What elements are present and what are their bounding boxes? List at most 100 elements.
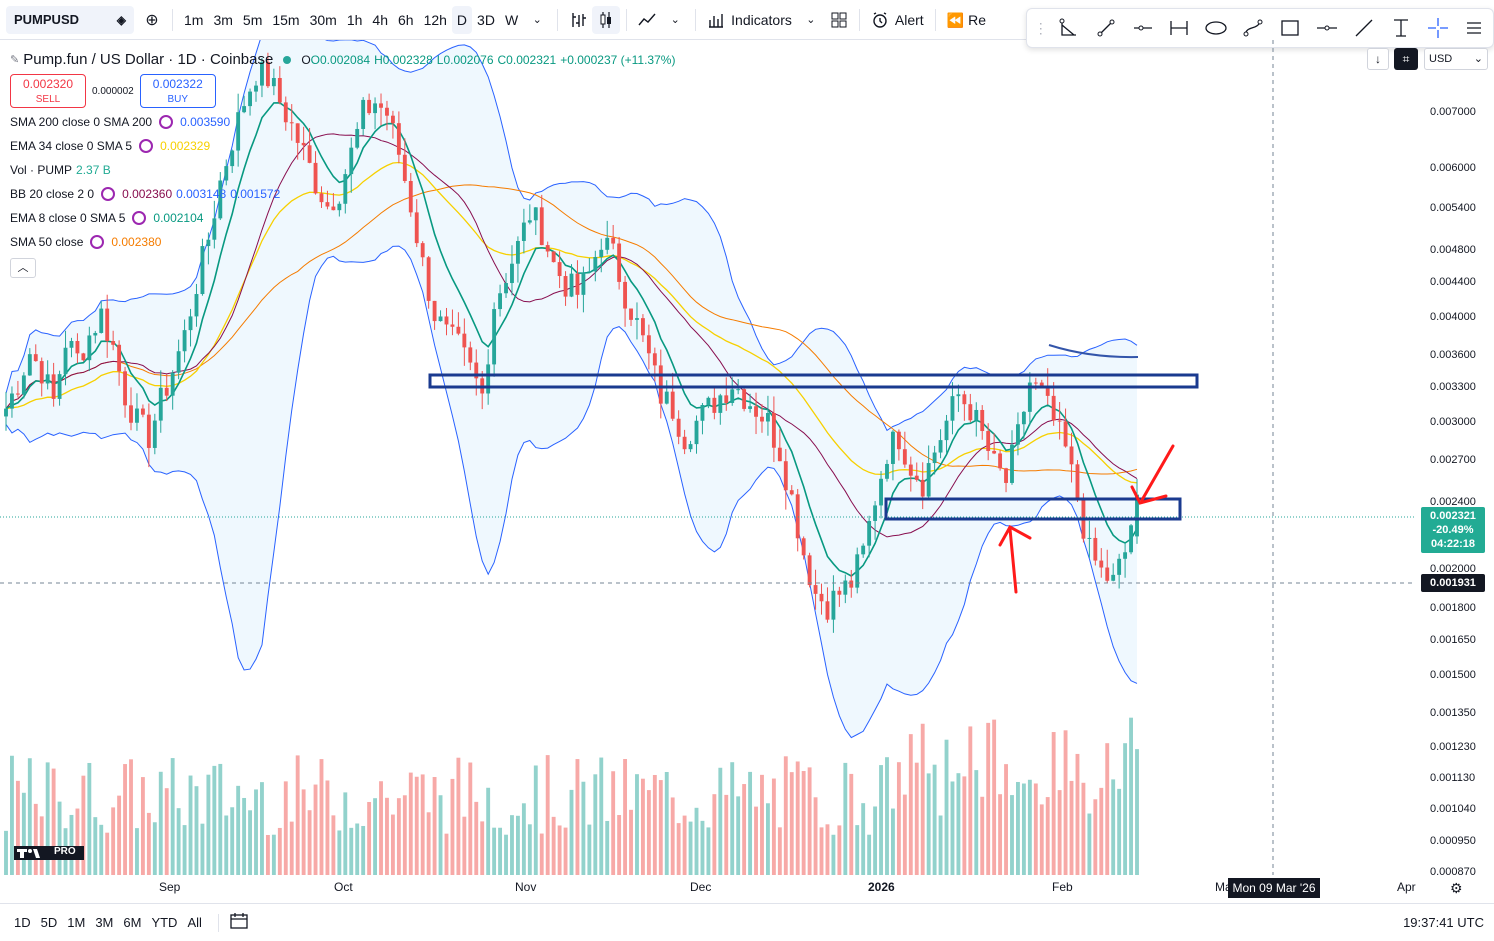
bar-chart-type-icon[interactable] bbox=[564, 6, 592, 34]
volume-bar bbox=[515, 815, 520, 875]
range-5d[interactable]: 5D bbox=[40, 915, 58, 930]
indicators-button[interactable]: Indicators bbox=[702, 6, 797, 34]
horizontal-line-icon[interactable] bbox=[1309, 9, 1346, 47]
indicator-row[interactable]: SMA 200 close 0 SMA 200 0.003590 bbox=[10, 110, 675, 134]
indicator-row[interactable]: EMA 34 close 0 SMA 5 0.002329 bbox=[10, 134, 675, 158]
volume-bar bbox=[980, 796, 985, 875]
trend-line-icon[interactable] bbox=[1087, 9, 1124, 47]
volume-bar bbox=[771, 778, 776, 875]
indicator-value: 0.002380 bbox=[111, 235, 162, 249]
divider bbox=[626, 8, 628, 31]
drag-handle-icon[interactable]: ⋮ bbox=[1033, 19, 1048, 36]
compare-plus-icon[interactable]: ⊕ bbox=[145, 11, 159, 29]
indicator-row[interactable]: EMA 8 close 0 SMA 5 0.002104 bbox=[10, 206, 675, 230]
indicator-row[interactable]: Vol · PUMP 2.37 B bbox=[10, 158, 675, 182]
interval-3d[interactable]: 3D bbox=[477, 11, 495, 28]
utc-clock[interactable]: 19:37:41 UTC bbox=[1403, 915, 1484, 930]
interval-30m[interactable]: 30m bbox=[309, 11, 337, 28]
candle-body bbox=[861, 545, 866, 555]
symbol-search-button[interactable]: PUMPUSD ◈ bbox=[6, 5, 134, 34]
interval-3m[interactable]: 3m bbox=[213, 11, 233, 28]
interval-6h[interactable]: 6h bbox=[397, 11, 414, 28]
candle-body bbox=[307, 145, 312, 163]
indicator-row[interactable]: SMA 50 close 0.002380 bbox=[10, 230, 675, 254]
crosshair-icon[interactable] bbox=[1419, 9, 1456, 47]
curve-icon[interactable] bbox=[1235, 9, 1272, 47]
chevron-down-icon[interactable]: ⌄ bbox=[806, 14, 816, 26]
volume-bar bbox=[896, 762, 901, 875]
volume-bar bbox=[188, 775, 193, 875]
text-tool-icon[interactable] bbox=[1382, 9, 1419, 47]
visibility-toggle-icon[interactable] bbox=[139, 139, 154, 153]
interval-w[interactable]: W bbox=[504, 11, 519, 28]
interval-4h[interactable]: 4h bbox=[372, 11, 388, 28]
interval-15m[interactable]: 15m bbox=[272, 11, 300, 28]
visibility-toggle-icon[interactable] bbox=[90, 235, 105, 249]
range-ytd[interactable]: YTD bbox=[151, 915, 178, 930]
interval-12h[interactable]: 12h bbox=[423, 11, 447, 28]
interval-d[interactable]: D bbox=[451, 5, 473, 34]
range-all[interactable]: All bbox=[187, 915, 202, 930]
volume-histogram bbox=[4, 717, 1139, 875]
visibility-toggle-icon[interactable] bbox=[101, 187, 116, 201]
candle-body bbox=[944, 420, 949, 441]
interval-1h[interactable]: 1h bbox=[346, 11, 363, 28]
range-3m[interactable]: 3M bbox=[95, 915, 114, 930]
volume-bar bbox=[1081, 782, 1086, 875]
volume-bar bbox=[670, 797, 675, 875]
interval-5m[interactable]: 5m bbox=[242, 11, 263, 28]
currency-select[interactable]: USD ⌄ bbox=[1424, 48, 1488, 70]
candle-body bbox=[956, 394, 961, 397]
volume-bar bbox=[1099, 787, 1104, 875]
line-chart-type-icon[interactable] bbox=[633, 6, 661, 34]
angle-tool-icon[interactable] bbox=[1050, 9, 1087, 47]
tradingview-logo[interactable]: PRO bbox=[14, 844, 84, 862]
replay-button[interactable]: ⏪ Re bbox=[942, 6, 991, 34]
diamond-icon[interactable]: ◈ bbox=[116, 12, 126, 27]
horizontal-ray-icon[interactable] bbox=[1124, 9, 1161, 47]
candles-chart-type-icon[interactable] bbox=[592, 5, 621, 34]
line-icon[interactable] bbox=[1345, 9, 1382, 47]
range-icon[interactable] bbox=[1161, 9, 1198, 47]
candle-body bbox=[980, 409, 985, 432]
range-1d[interactable]: 1D bbox=[14, 915, 31, 930]
layouts-grid-icon[interactable] bbox=[825, 6, 853, 34]
chevron-down-icon[interactable]: ⌄ bbox=[532, 14, 542, 26]
auto-scale-icon[interactable]: ⌗ bbox=[1394, 48, 1418, 70]
buy-button[interactable]: 0.002322 BUY bbox=[139, 74, 216, 108]
edit-icon[interactable]: ✎ bbox=[10, 54, 20, 66]
volume-bar bbox=[135, 828, 139, 875]
sell-button[interactable]: 0.002320 SELL bbox=[10, 74, 86, 108]
volume-bar bbox=[1069, 780, 1074, 875]
menu-icon[interactable] bbox=[1456, 9, 1493, 47]
price-chart[interactable] bbox=[0, 40, 1494, 902]
scroll-down-arrow-icon[interactable]: ↓ bbox=[1367, 48, 1389, 70]
interval-1m[interactable]: 1m bbox=[184, 11, 204, 28]
candle-body bbox=[170, 372, 175, 396]
indicator-label: SMA 50 close bbox=[10, 235, 84, 249]
visibility-toggle-icon[interactable] bbox=[159, 115, 174, 129]
chevron-down-icon[interactable]: ⌄ bbox=[670, 14, 680, 26]
candle-body bbox=[1099, 560, 1104, 568]
rectangle-icon[interactable] bbox=[1272, 9, 1309, 47]
volume-bar bbox=[873, 806, 878, 875]
visibility-toggle-icon[interactable] bbox=[132, 211, 147, 225]
volume-bar bbox=[129, 759, 133, 875]
volume-bar bbox=[611, 771, 616, 875]
volume-bar bbox=[521, 803, 526, 875]
candle-body bbox=[682, 436, 687, 450]
indicator-row[interactable]: BB 20 close 2 0 0.002360 0.003148 0.001572 bbox=[10, 182, 675, 206]
calendar-goto-icon[interactable] bbox=[229, 912, 249, 933]
alert-button[interactable]: Alert bbox=[866, 6, 929, 34]
candle-body bbox=[873, 505, 878, 521]
range-1m[interactable]: 1M bbox=[67, 915, 86, 930]
candle-body bbox=[855, 554, 860, 588]
settings-gear-icon[interactable]: ⚙ bbox=[1450, 880, 1463, 896]
collapse-legend-button[interactable]: ︿ bbox=[10, 258, 36, 278]
candle-body bbox=[1063, 421, 1068, 447]
ellipse-icon[interactable] bbox=[1198, 9, 1235, 47]
range-6m[interactable]: 6M bbox=[123, 915, 142, 930]
symbol-title[interactable]: Pump.fun / US Dollar · 1D · Coinbase bbox=[23, 51, 274, 68]
candle-body bbox=[224, 166, 229, 181]
volume-bar bbox=[623, 759, 628, 875]
